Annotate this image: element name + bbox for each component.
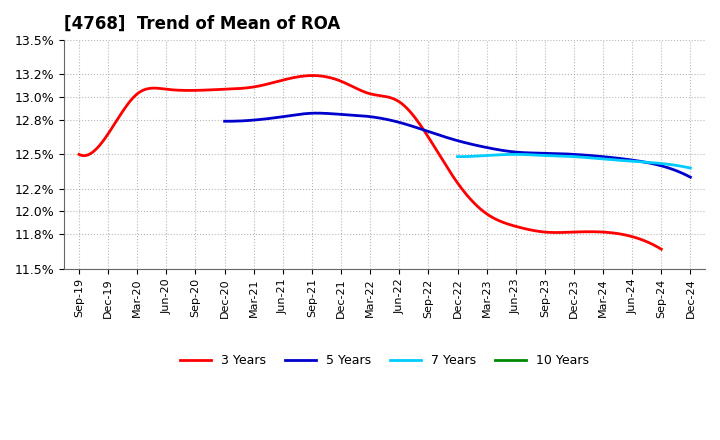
Text: [4768]  Trend of Mean of ROA: [4768] Trend of Mean of ROA <box>65 15 341 33</box>
Legend: 3 Years, 5 Years, 7 Years, 10 Years: 3 Years, 5 Years, 7 Years, 10 Years <box>175 349 595 372</box>
